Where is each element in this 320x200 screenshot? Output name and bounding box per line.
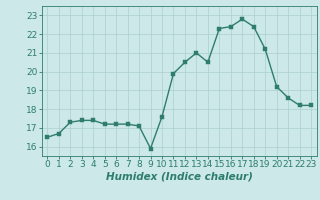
X-axis label: Humidex (Indice chaleur): Humidex (Indice chaleur) [106, 172, 252, 182]
